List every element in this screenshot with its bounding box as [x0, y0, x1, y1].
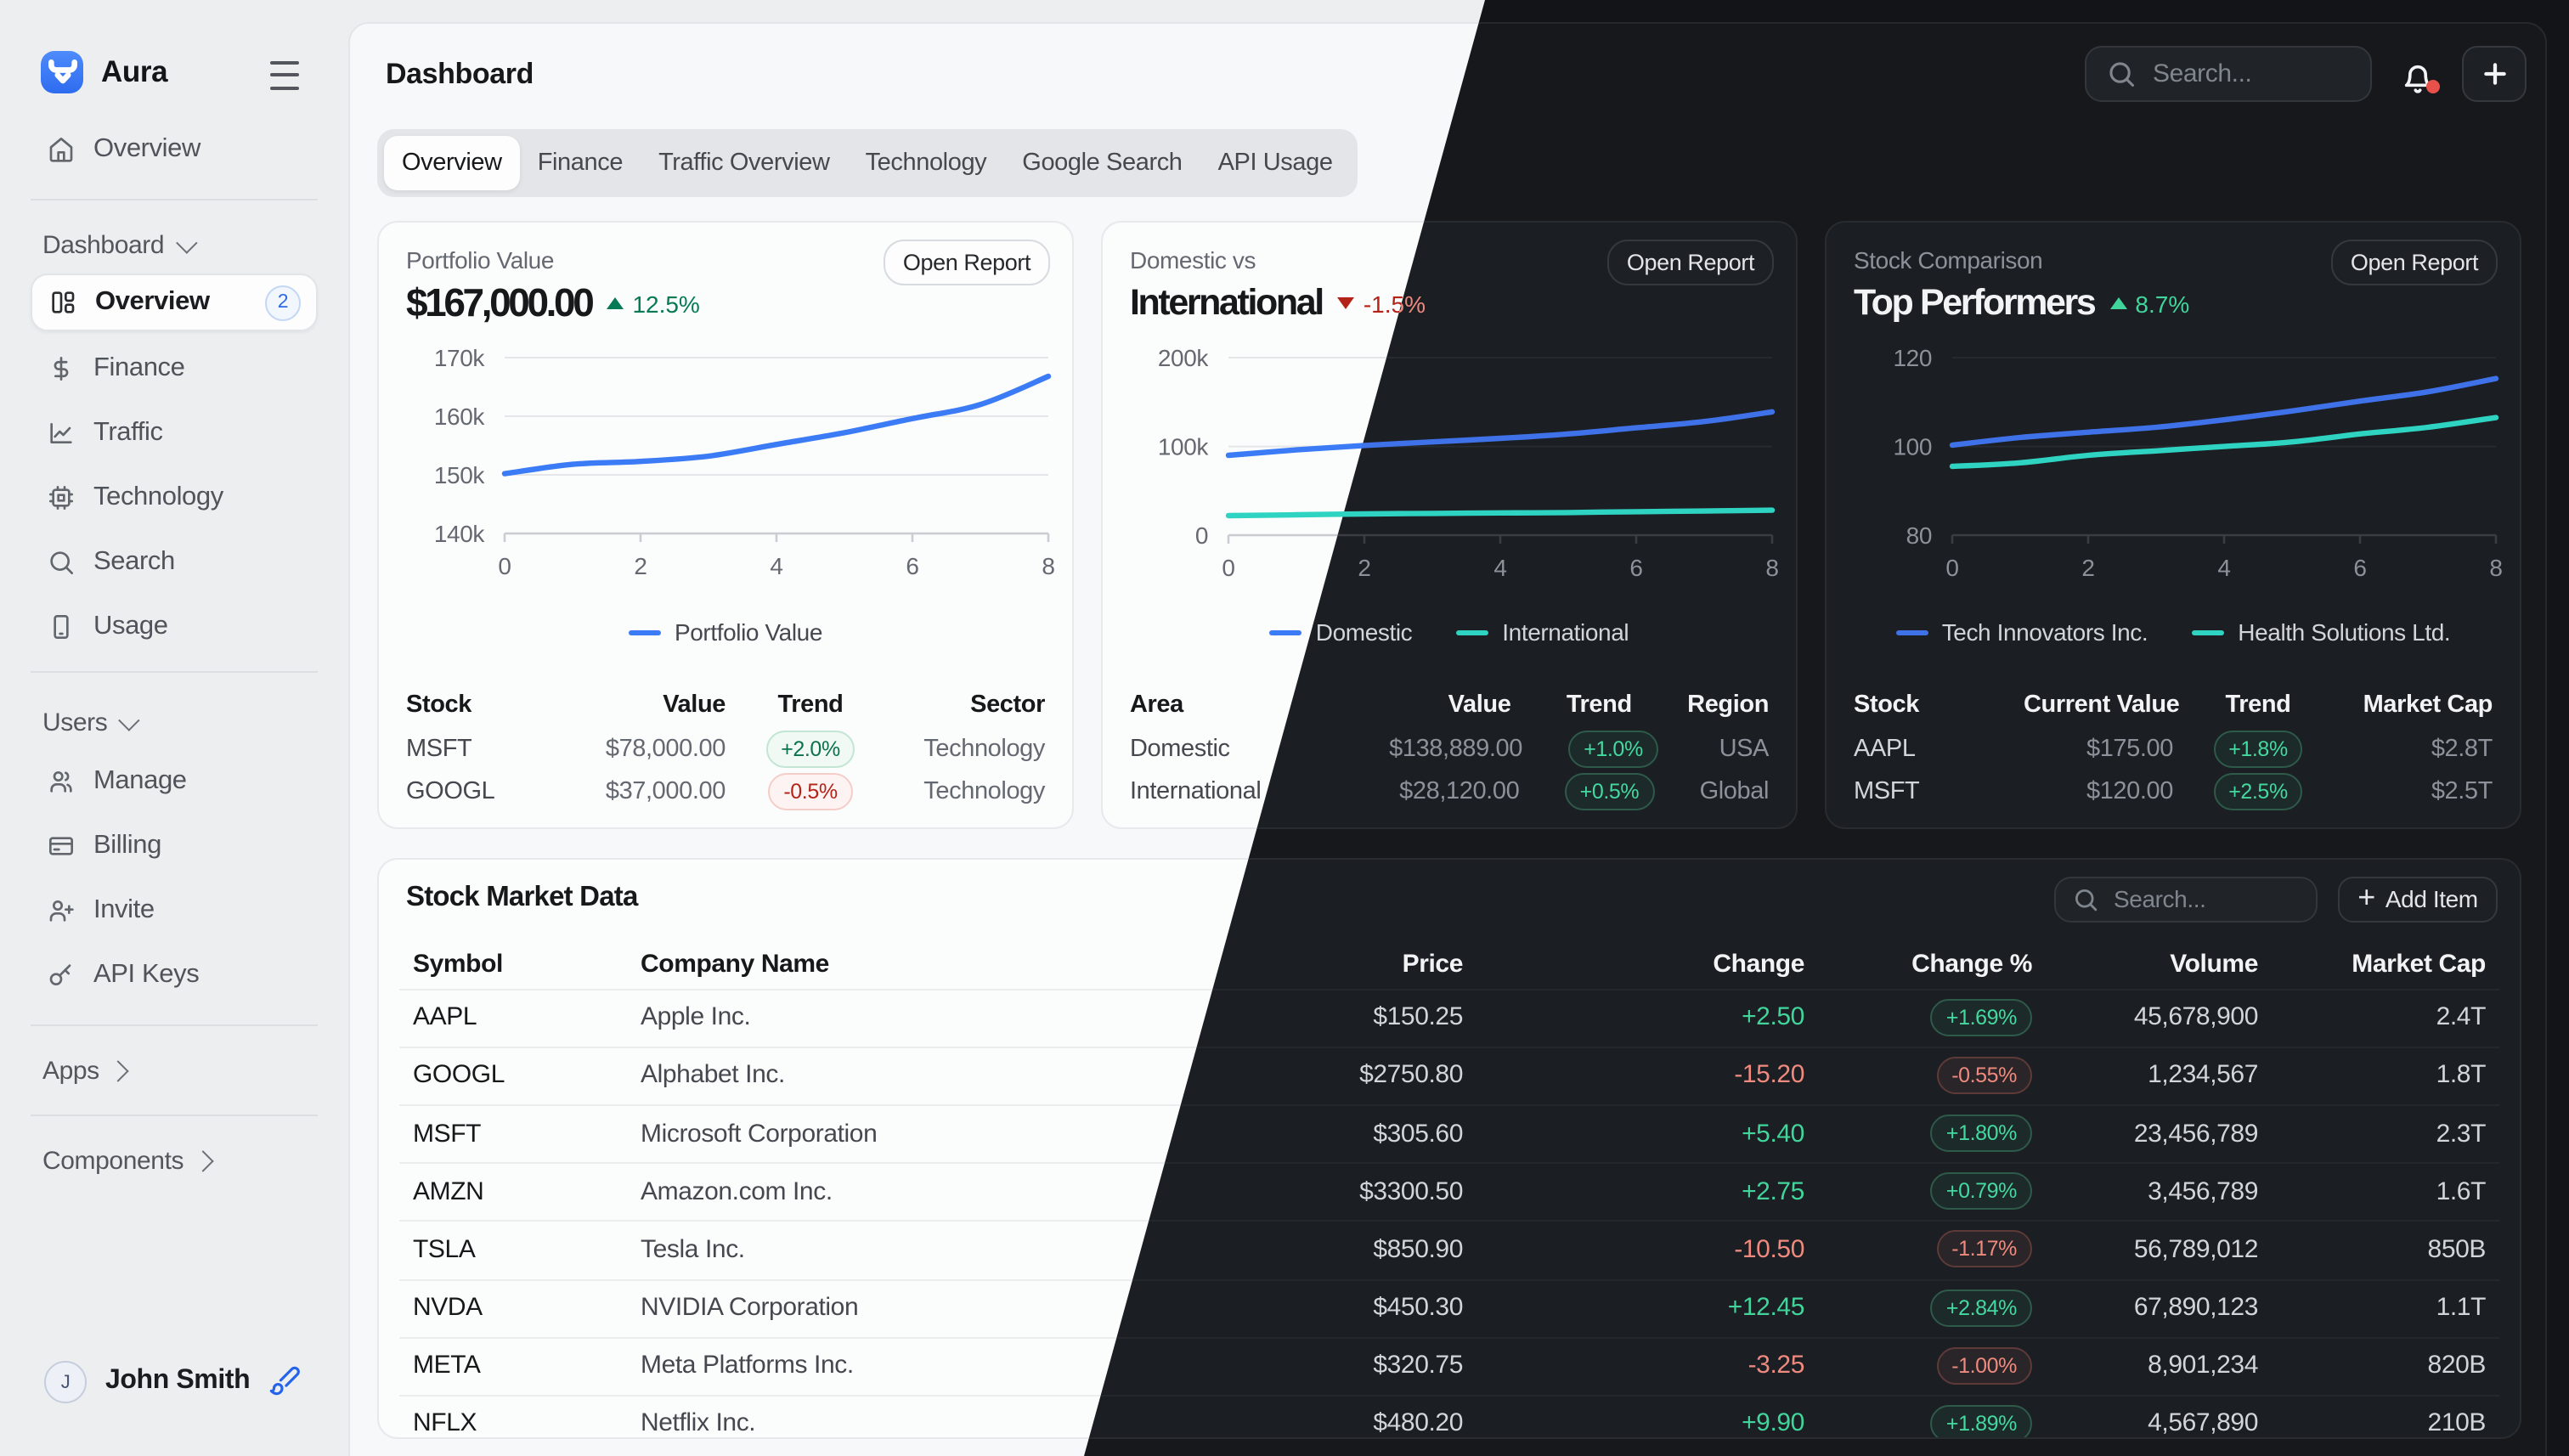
svg-text:0: 0: [1945, 555, 1958, 581]
svg-text:8: 8: [2489, 555, 2502, 581]
svg-text:80: 80: [1906, 522, 1932, 549]
svg-text:2: 2: [634, 553, 646, 579]
svg-text:200k: 200k: [1158, 345, 1210, 371]
svg-text:0: 0: [498, 553, 511, 579]
svg-text:2: 2: [2081, 555, 2094, 581]
svg-text:160k: 160k: [434, 404, 486, 430]
svg-text:150k: 150k: [434, 462, 486, 488]
svg-text:6: 6: [906, 553, 918, 579]
svg-text:0: 0: [1222, 555, 1234, 581]
svg-text:8: 8: [1765, 555, 1778, 581]
svg-text:8: 8: [1042, 553, 1054, 579]
svg-text:140k: 140k: [434, 521, 486, 547]
svg-text:4: 4: [2217, 555, 2230, 581]
svg-text:4: 4: [770, 553, 782, 579]
svg-text:120: 120: [1893, 345, 1932, 371]
svg-text:6: 6: [1629, 555, 1642, 581]
svg-text:170k: 170k: [434, 345, 486, 371]
svg-text:4: 4: [1493, 555, 1506, 581]
svg-text:0: 0: [1195, 522, 1208, 549]
svg-text:2: 2: [1358, 555, 1370, 581]
svg-text:100k: 100k: [1158, 434, 1210, 460]
svg-text:100: 100: [1893, 434, 1932, 460]
svg-text:6: 6: [2353, 555, 2366, 581]
